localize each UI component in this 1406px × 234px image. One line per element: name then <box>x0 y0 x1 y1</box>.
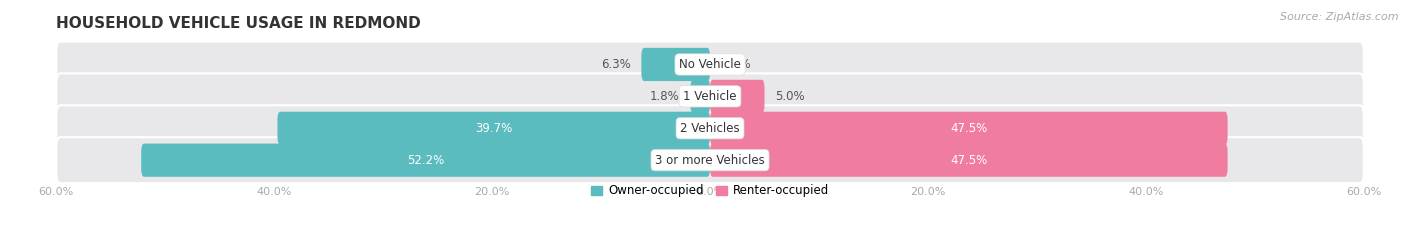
FancyBboxPatch shape <box>710 112 1227 145</box>
Text: 5.0%: 5.0% <box>776 90 806 103</box>
Text: 47.5%: 47.5% <box>950 122 987 135</box>
FancyBboxPatch shape <box>690 80 710 113</box>
FancyBboxPatch shape <box>641 48 710 81</box>
Text: 52.2%: 52.2% <box>406 154 444 167</box>
Text: 47.5%: 47.5% <box>950 154 987 167</box>
FancyBboxPatch shape <box>277 112 710 145</box>
FancyBboxPatch shape <box>56 41 1364 88</box>
FancyBboxPatch shape <box>56 73 1364 119</box>
Text: 1 Vehicle: 1 Vehicle <box>683 90 737 103</box>
Text: 39.7%: 39.7% <box>475 122 512 135</box>
Text: No Vehicle: No Vehicle <box>679 58 741 71</box>
Text: 0.0%: 0.0% <box>721 58 751 71</box>
FancyBboxPatch shape <box>710 144 1227 177</box>
Text: 2 Vehicles: 2 Vehicles <box>681 122 740 135</box>
FancyBboxPatch shape <box>141 144 710 177</box>
Legend: Owner-occupied, Renter-occupied: Owner-occupied, Renter-occupied <box>586 179 834 202</box>
FancyBboxPatch shape <box>56 105 1364 151</box>
Text: HOUSEHOLD VEHICLE USAGE IN REDMOND: HOUSEHOLD VEHICLE USAGE IN REDMOND <box>56 16 420 31</box>
FancyBboxPatch shape <box>710 80 765 113</box>
FancyBboxPatch shape <box>56 137 1364 183</box>
Text: Source: ZipAtlas.com: Source: ZipAtlas.com <box>1281 12 1399 22</box>
Text: 1.8%: 1.8% <box>650 90 679 103</box>
Text: 6.3%: 6.3% <box>600 58 630 71</box>
Text: 3 or more Vehicles: 3 or more Vehicles <box>655 154 765 167</box>
